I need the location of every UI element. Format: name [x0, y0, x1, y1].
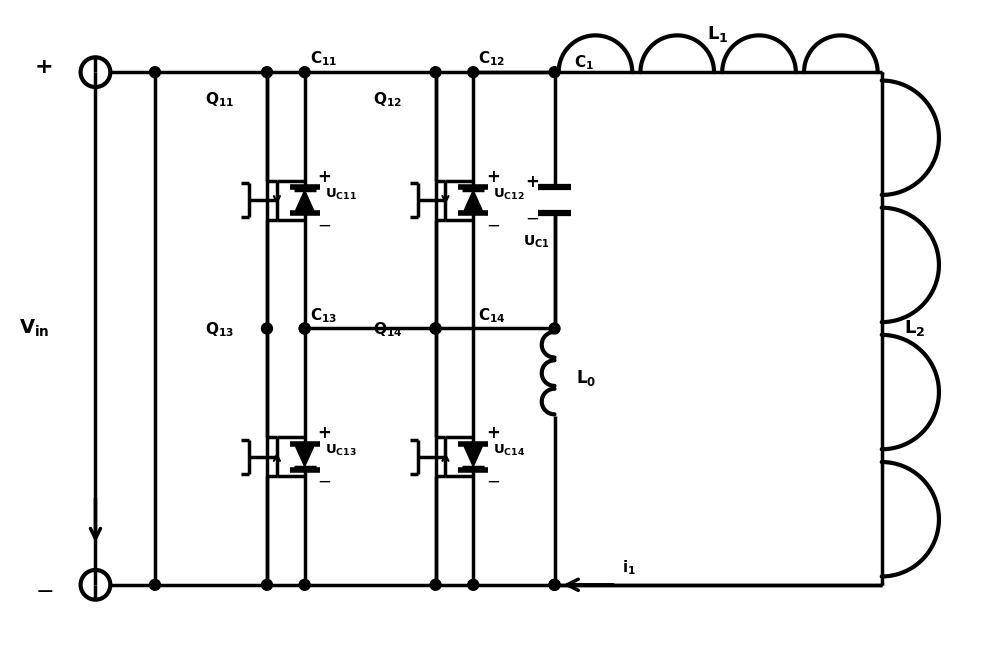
Text: $\mathbf{L_2}$: $\mathbf{L_2}$: [904, 318, 925, 339]
Text: $\mathbf{U_{C13}}$: $\mathbf{U_{C13}}$: [325, 443, 356, 458]
Circle shape: [299, 67, 310, 78]
Circle shape: [430, 323, 441, 334]
Polygon shape: [464, 191, 482, 210]
Circle shape: [549, 579, 560, 590]
Circle shape: [299, 323, 310, 334]
Text: +: +: [318, 424, 331, 442]
Text: $\mathbf{C_{11}}$: $\mathbf{C_{11}}$: [310, 50, 337, 68]
Text: $-$: $-$: [525, 208, 539, 226]
Text: $\mathbf{V_{in}}$: $\mathbf{V_{in}}$: [19, 318, 49, 339]
Text: $\mathbf{U_{C1}}$: $\mathbf{U_{C1}}$: [523, 234, 550, 250]
Circle shape: [149, 67, 160, 78]
Text: $-$: $-$: [486, 472, 500, 489]
Circle shape: [468, 579, 479, 590]
Text: $\mathbf{i_1}$: $\mathbf{i_1}$: [622, 558, 636, 577]
Circle shape: [430, 579, 441, 590]
Text: $\mathbf{Q_{13}}$: $\mathbf{Q_{13}}$: [205, 320, 234, 339]
Text: +: +: [35, 57, 53, 77]
Text: $-$: $-$: [486, 215, 500, 233]
Circle shape: [468, 67, 479, 78]
Text: +: +: [486, 424, 500, 442]
Polygon shape: [296, 191, 314, 210]
Text: $\mathbf{U_{C12}}$: $\mathbf{U_{C12}}$: [493, 187, 525, 202]
Text: $\mathbf{L_0}$: $\mathbf{L_0}$: [576, 368, 597, 388]
Text: $\mathbf{Q_{14}}$: $\mathbf{Q_{14}}$: [373, 320, 403, 339]
Circle shape: [549, 67, 560, 78]
Text: $\mathbf{Q_{12}}$: $\mathbf{Q_{12}}$: [373, 90, 402, 109]
Text: $-$: $-$: [35, 580, 53, 600]
Circle shape: [299, 323, 310, 334]
Text: $-$: $-$: [317, 472, 332, 489]
Circle shape: [262, 67, 272, 78]
Polygon shape: [296, 447, 314, 466]
Circle shape: [262, 323, 272, 334]
Circle shape: [262, 579, 272, 590]
Text: $\mathbf{U_{C14}}$: $\mathbf{U_{C14}}$: [493, 443, 525, 458]
Text: $-$: $-$: [317, 215, 332, 233]
Text: $\mathbf{Q_{11}}$: $\mathbf{Q_{11}}$: [205, 90, 234, 109]
Text: +: +: [318, 168, 331, 185]
Text: $\mathbf{L_1}$: $\mathbf{L_1}$: [707, 24, 729, 45]
Polygon shape: [464, 447, 482, 466]
Circle shape: [149, 579, 160, 590]
Circle shape: [549, 323, 560, 334]
Text: $\mathbf{U_{C11}}$: $\mathbf{U_{C11}}$: [325, 187, 357, 202]
Circle shape: [299, 579, 310, 590]
Text: $\mathbf{C_{13}}$: $\mathbf{C_{13}}$: [310, 306, 337, 324]
Text: +: +: [525, 174, 539, 191]
Text: $\mathbf{C_1}$: $\mathbf{C_1}$: [574, 54, 594, 72]
Circle shape: [430, 67, 441, 78]
Circle shape: [549, 579, 560, 590]
Text: +: +: [486, 168, 500, 185]
Text: $\mathbf{C_{14}}$: $\mathbf{C_{14}}$: [478, 306, 506, 324]
Text: $\mathbf{C_{12}}$: $\mathbf{C_{12}}$: [478, 50, 505, 68]
Circle shape: [430, 323, 441, 334]
